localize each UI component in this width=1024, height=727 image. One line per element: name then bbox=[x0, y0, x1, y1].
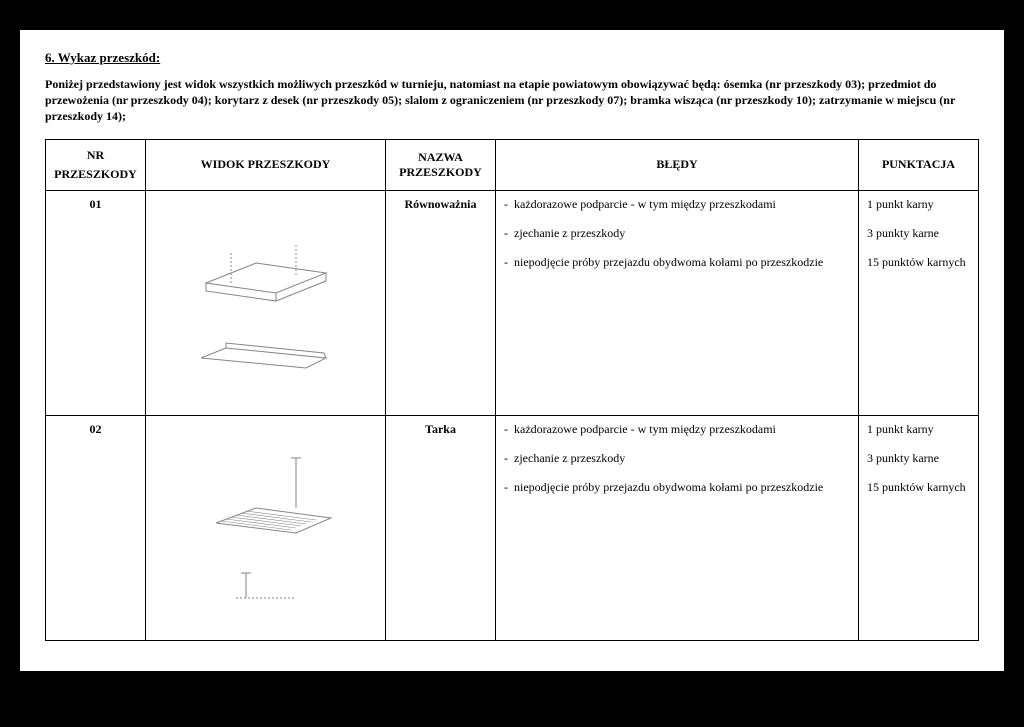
error-item: każdorazowe podparcie - w tym między prz… bbox=[504, 422, 850, 437]
col-header-errors: BŁĘDY bbox=[496, 139, 859, 190]
cell-view bbox=[146, 415, 386, 640]
section-title: 6. Wykaz przeszkód: bbox=[45, 50, 979, 66]
cell-nr: 02 bbox=[46, 415, 146, 640]
obstacles-table: NR PRZESZKODY WIDOK PRZESZKODY NAZWA PRZ… bbox=[45, 139, 979, 641]
obstacle-sketch-icon bbox=[146, 416, 385, 640]
col-header-points: PUNKTACJA bbox=[859, 139, 979, 190]
cell-errors: każdorazowe podparcie - w tym między prz… bbox=[496, 415, 859, 640]
error-item: niepodjęcie próby przejazdu obydwoma koł… bbox=[504, 480, 850, 495]
points-item: 3 punkty karne bbox=[867, 226, 970, 241]
error-item: każdorazowe podparcie - w tym między prz… bbox=[504, 197, 850, 212]
cell-errors: każdorazowe podparcie - w tym między prz… bbox=[496, 190, 859, 415]
table-row: 02 Tarka każdorazowe podparcie - w tym mię… bbox=[46, 415, 979, 640]
points-item: 15 punktów karnych bbox=[867, 255, 970, 270]
points-item: 1 punkt karny bbox=[867, 422, 970, 437]
col-header-nr: NR PRZESZKODY bbox=[46, 139, 146, 190]
cell-nr: 01 bbox=[46, 190, 146, 415]
cell-name: Równoważnia bbox=[386, 190, 496, 415]
intro-text: Poniżej przedstawiony jest widok wszystk… bbox=[45, 76, 979, 125]
table-row: 01 Równoważnia każdorazowe podparcie - w t… bbox=[46, 190, 979, 415]
table-body: 01 Równoważnia każdorazowe podparcie - w t… bbox=[46, 190, 979, 640]
col-header-name: NAZWA PRZESZKODY bbox=[386, 139, 496, 190]
points-item: 15 punktów karnych bbox=[867, 480, 970, 495]
error-item: zjechanie z przeszkody bbox=[504, 451, 850, 466]
error-item: niepodjęcie próby przejazdu obydwoma koł… bbox=[504, 255, 850, 270]
cell-points: 1 punkt karny 3 punkty karne 15 punktów ka… bbox=[859, 415, 979, 640]
cell-view bbox=[146, 190, 386, 415]
cell-points: 1 punkt karny 3 punkty karne 15 punktów ka… bbox=[859, 190, 979, 415]
points-item: 1 punkt karny bbox=[867, 197, 970, 212]
points-item: 3 punkty karne bbox=[867, 451, 970, 466]
cell-name: Tarka bbox=[386, 415, 496, 640]
col-header-view: WIDOK PRZESZKODY bbox=[146, 139, 386, 190]
error-item: zjechanie z przeszkody bbox=[504, 226, 850, 241]
document-page: 6. Wykaz przeszkód: Poniżej przedstawion… bbox=[20, 30, 1004, 671]
table-header-row: NR PRZESZKODY WIDOK PRZESZKODY NAZWA PRZ… bbox=[46, 139, 979, 190]
obstacle-sketch-icon bbox=[146, 191, 385, 415]
